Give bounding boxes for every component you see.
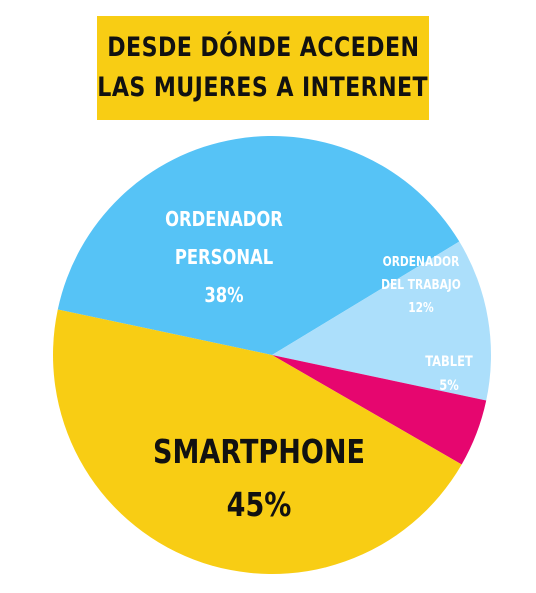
ordenador-personal-label-line-1: ORDENADOR — [165, 209, 283, 232]
chart-title-line-2: LAS MUJERES A INTERNET — [97, 72, 429, 103]
tablet-value-label: 5% — [439, 378, 459, 394]
smartphone-value-label: 45% — [227, 486, 292, 524]
pie-slice-ordenador-trabajo — [272, 241, 491, 401]
chart-title-line-1: DESDE DÓNDE ACCEDEN — [106, 32, 420, 63]
ordenador-personal-value-label: 38% — [204, 285, 243, 308]
pie-slice-smartphone — [53, 309, 462, 574]
ordenador-personal-label-line-2: PERSONAL — [175, 247, 274, 270]
pie-slice-ordenador-personal — [57, 136, 460, 355]
tablet-label-line-1: TABLET — [425, 354, 473, 370]
chart-title: DESDE DÓNDE ACCEDEN LAS MUJERES A INTERN… — [97, 16, 429, 120]
ordenador-trabajo-value-label: 12% — [408, 300, 434, 315]
ordenador-trabajo-label-line-2: DEL TRABAJO — [381, 277, 461, 292]
ordenador-trabajo-label-line-1: ORDENADOR — [383, 254, 460, 269]
smartphone-label-line-1: SMARTPHONE — [153, 433, 365, 471]
pie-slice-tablet — [272, 355, 487, 465]
